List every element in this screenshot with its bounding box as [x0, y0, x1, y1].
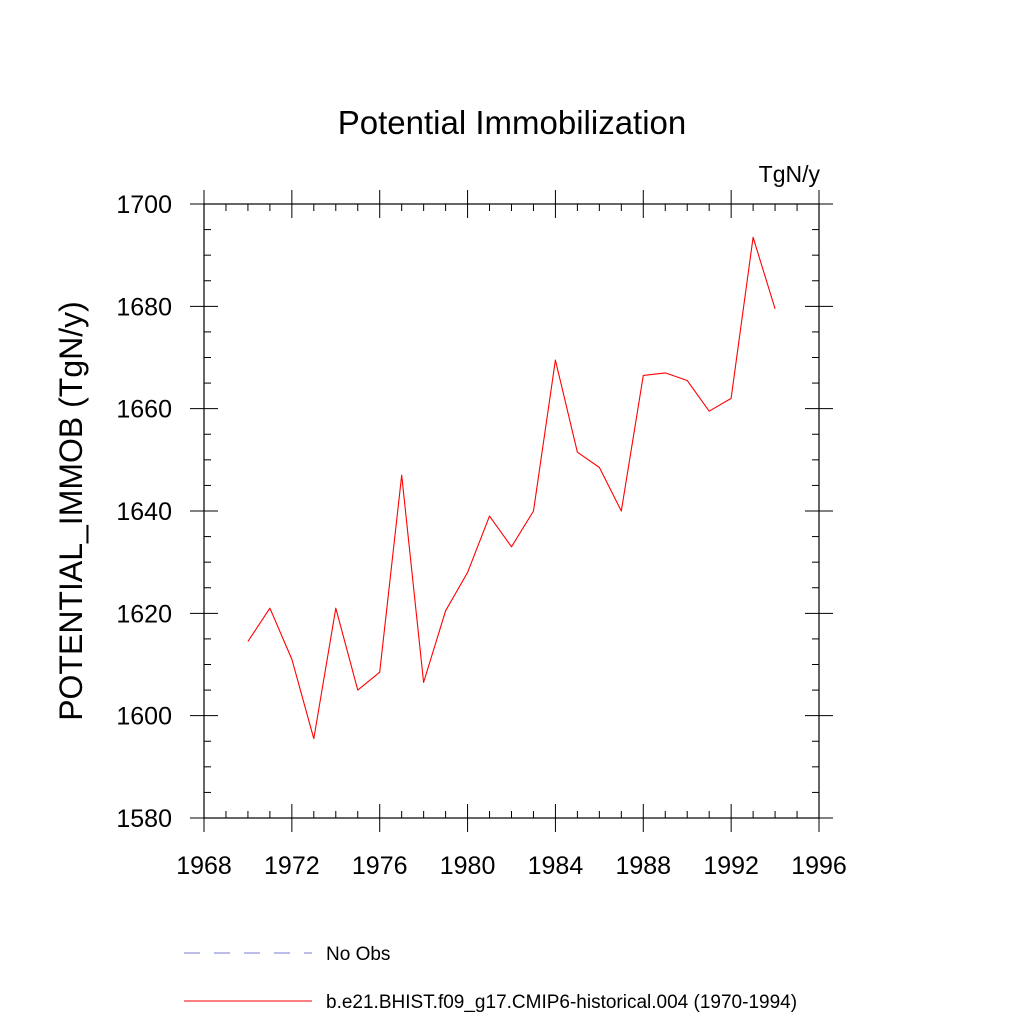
x-tick-label: 1980	[440, 852, 496, 880]
x-tick-label: 1992	[703, 852, 759, 880]
series-line-1	[247, 236, 776, 740]
major-ticks	[190, 190, 833, 832]
y-tick-label: 1680	[116, 293, 172, 321]
plot-frame	[203, 203, 820, 819]
x-tick-label: 1988	[615, 852, 671, 880]
x-tick-label: 1996	[791, 852, 847, 880]
chart-title: Potential Immobilization	[338, 104, 687, 141]
y-tick-label: 1620	[116, 600, 172, 628]
x-tick-label: 1972	[264, 852, 320, 880]
legend: No Obs b.e21.BHIST.f09_g17.CMIP6-histori…	[184, 944, 797, 1013]
x-tick-label: 1984	[528, 852, 584, 880]
y-tick-label: 1660	[116, 396, 172, 424]
units-label: TgN/y	[759, 161, 821, 187]
minor-ticks	[204, 204, 819, 818]
y-tick-label: 1640	[116, 498, 172, 526]
x-tick-label: 1976	[352, 852, 408, 880]
x-tick-label: 1968	[176, 852, 232, 880]
y-axis-label: POTENTIAL_IMMOB (TgN/y)	[53, 301, 89, 721]
legend-label-historical: b.e21.BHIST.f09_g17.CMIP6-historical.004…	[326, 992, 797, 1013]
y-tick-label: 1600	[116, 703, 172, 731]
y-tick-label: 1580	[116, 805, 172, 833]
series-lines	[247, 236, 776, 740]
x-tick-labels: 1968 1972 1976 1980 1984 1988 1992 1996	[176, 852, 847, 880]
y-tick-label: 1700	[116, 191, 172, 219]
legend-label-no-obs: No Obs	[326, 944, 390, 965]
y-tick-labels: 1580 1600 1620 1640 1660 1680 1700	[116, 191, 172, 833]
